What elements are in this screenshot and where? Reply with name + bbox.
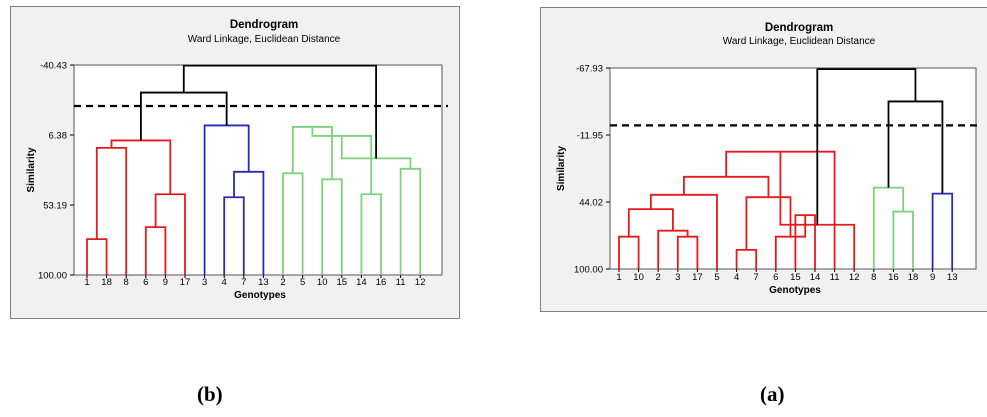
leaf-label: 18 — [101, 277, 112, 288]
leaf-label: 11 — [830, 272, 840, 283]
dendrogram-link — [725, 150, 836, 269]
chart-subtitle: Ward Linkage, Euclidean Distance — [723, 36, 876, 47]
caption-b: (b) — [197, 382, 223, 406]
dendrogram-link — [816, 68, 917, 225]
dendrogram-link — [311, 126, 373, 195]
leaf-label: 12 — [415, 277, 426, 288]
y-axis-label: Similarity — [556, 146, 567, 191]
dendrogram-link — [683, 175, 770, 198]
dendrogram-link — [779, 151, 856, 269]
y-tick-label: 100.00 — [574, 265, 603, 276]
y-tick-label: -67.93 — [576, 64, 603, 75]
dendrogram-link — [182, 64, 377, 159]
y-tick-label: 100.00 — [38, 271, 67, 282]
leaf-label: 16 — [376, 277, 387, 288]
y-tick-label: 6.38 — [49, 131, 68, 142]
leaf-label: 17 — [180, 277, 191, 288]
dendrogram-link — [872, 186, 905, 269]
leaf-label: 14 — [356, 277, 367, 288]
plot-area — [73, 64, 443, 276]
leaf-label: 17 — [692, 272, 703, 283]
dendrogram-link — [931, 192, 954, 269]
chart-title: Dendrogram — [230, 19, 298, 31]
dendrogram-link — [887, 100, 944, 194]
dendrogram-link — [794, 214, 816, 269]
leaf-label: 2 — [280, 277, 285, 288]
dendrogram-chart-b: Dendrogram Ward Linkage, Euclidean Distan… — [10, 6, 460, 319]
leaf-label: 12 — [849, 272, 860, 283]
leaf-label: 1 — [616, 272, 621, 283]
dendrogram-links — [86, 64, 422, 275]
x-axis-label: Genotypes — [769, 285, 821, 296]
y-tick-label: -11.95 — [577, 131, 603, 142]
leaf-label: 10 — [633, 272, 644, 283]
dendrogram-panel-a: Dendrogram Ward Linkage, Euclidean Distan… — [540, 7, 987, 312]
leaf-label: 11 — [396, 277, 406, 288]
leaf-label: 3 — [202, 277, 207, 288]
dendrogram-chart-a: Dendrogram Ward Linkage, Euclidean Distan… — [540, 7, 987, 312]
leaf-label: 10 — [317, 277, 328, 288]
leaf-label: 7 — [754, 272, 759, 283]
leaf-label: 6 — [143, 277, 148, 288]
caption-a: (a) — [760, 382, 785, 406]
leaf-label: 5 — [300, 277, 305, 288]
dendrogram-link — [676, 235, 699, 269]
leaf-label: 1 — [84, 277, 89, 288]
leaf-label: 15 — [790, 272, 801, 283]
chart-title: Dendrogram — [765, 22, 833, 34]
leaf-label: 18 — [908, 272, 919, 283]
leaf-label: 9 — [163, 277, 168, 288]
leaf-label: 14 — [810, 272, 821, 283]
dendrogram-link — [223, 196, 245, 275]
dendrogram-link — [627, 208, 674, 237]
leaf-label: 13 — [258, 277, 269, 288]
dendrogram-link — [144, 226, 167, 275]
leaf-label: 15 — [337, 277, 348, 288]
leaf-label: 6 — [773, 272, 778, 283]
plot-area — [609, 67, 977, 270]
dendrogram-links — [618, 68, 954, 269]
dendrogram-link — [233, 170, 265, 275]
chart-subtitle: Ward Linkage, Euclidean Distance — [188, 34, 341, 45]
leaf-label: 16 — [888, 272, 899, 283]
leaf-label: 4 — [734, 272, 739, 283]
leaf-label: 9 — [930, 272, 935, 283]
y-axis-label: Similarity — [26, 147, 37, 192]
leaf-label: 3 — [675, 272, 680, 283]
leaf-label: 13 — [947, 272, 958, 283]
leaf-label: 8 — [871, 272, 876, 283]
y-tick-label: -40.43 — [40, 61, 67, 72]
dendrogram-panel-b: Dendrogram Ward Linkage, Euclidean Distan… — [10, 6, 460, 319]
leaf-label: 8 — [124, 277, 129, 288]
leaf-label: 5 — [714, 272, 719, 283]
dendrogram-link — [649, 193, 718, 269]
leaf-label: 7 — [241, 277, 246, 288]
dendrogram-link — [618, 235, 640, 269]
dendrogram-link — [774, 215, 807, 269]
leaf-label: 4 — [222, 277, 227, 288]
leaf-label: 2 — [656, 272, 661, 283]
x-axis-label: Genotypes — [234, 290, 286, 301]
dendrogram-link — [321, 178, 343, 275]
y-tick-label: 53.19 — [43, 201, 67, 212]
y-tick-label: 44.02 — [579, 197, 603, 208]
